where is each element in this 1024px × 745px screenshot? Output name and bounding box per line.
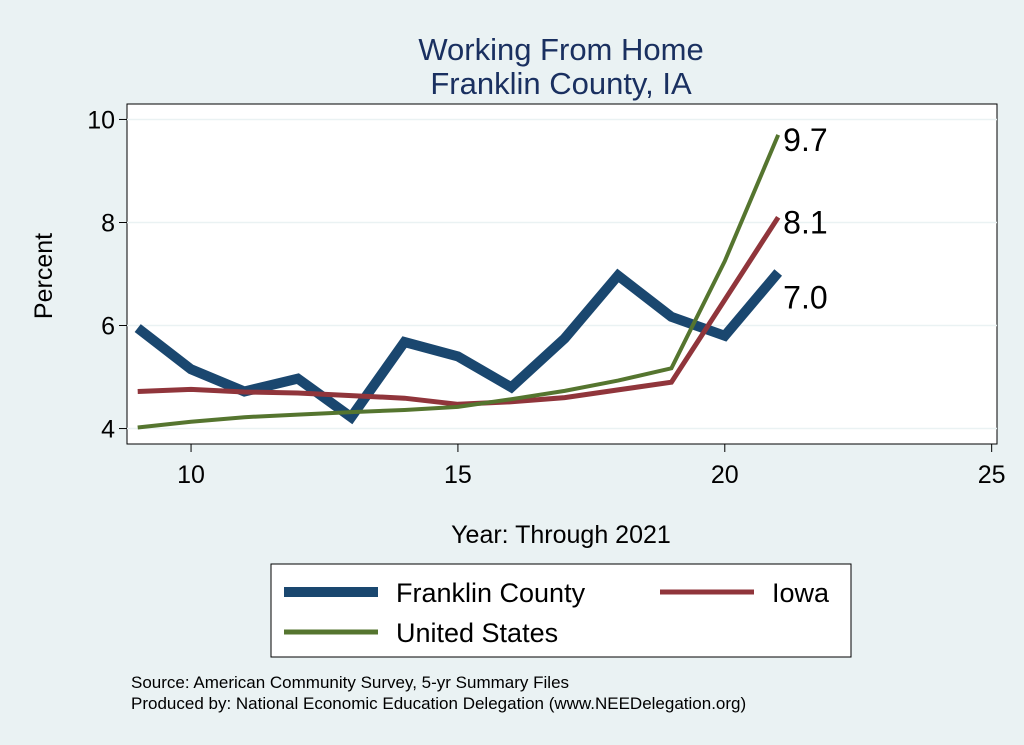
- end-label-united-states: 9.7: [783, 122, 827, 158]
- legend-label-franklin-county: Franklin County: [396, 578, 586, 608]
- y-tick-label-8: 8: [101, 209, 115, 237]
- y-tick-label-6: 6: [101, 313, 115, 341]
- chart-title-line-2: Franklin County, IA: [430, 66, 692, 101]
- end-labels: 7.0 8.1 9.7: [783, 122, 827, 316]
- y-tick-label-10: 10: [87, 106, 115, 134]
- x-tick-label-20: 20: [711, 461, 739, 489]
- axes: 4 6 8 10 10 15 20 25: [87, 106, 1005, 489]
- series-line-united-states: [137, 134, 781, 430]
- series-line-iowa: [137, 215, 781, 407]
- legend-label-united-states: United States: [396, 618, 558, 648]
- x-tick-label-25: 25: [978, 461, 1006, 489]
- y-tick-label-4: 4: [101, 416, 115, 444]
- source-note: Source: American Community Survey, 5-yr …: [131, 673, 569, 692]
- end-label-franklin-county: 7.0: [783, 279, 827, 315]
- series-lines: [134, 134, 783, 430]
- produced-by-note: Produced by: National Economic Education…: [131, 694, 746, 713]
- end-label-iowa: 8.1: [783, 204, 827, 240]
- legend-label-iowa: Iowa: [772, 578, 830, 608]
- x-tick-label-15: 15: [444, 461, 472, 489]
- legend: Franklin County Iowa United States: [270, 563, 852, 658]
- chart-title-line-1: Working From Home: [418, 32, 703, 67]
- y-axis-title: Percent: [30, 233, 58, 319]
- x-tick-label-10: 10: [177, 461, 205, 489]
- legend-box: [270, 563, 852, 658]
- gridlines: [127, 118, 997, 430]
- x-axis-title: Year: Through 2021: [451, 521, 671, 549]
